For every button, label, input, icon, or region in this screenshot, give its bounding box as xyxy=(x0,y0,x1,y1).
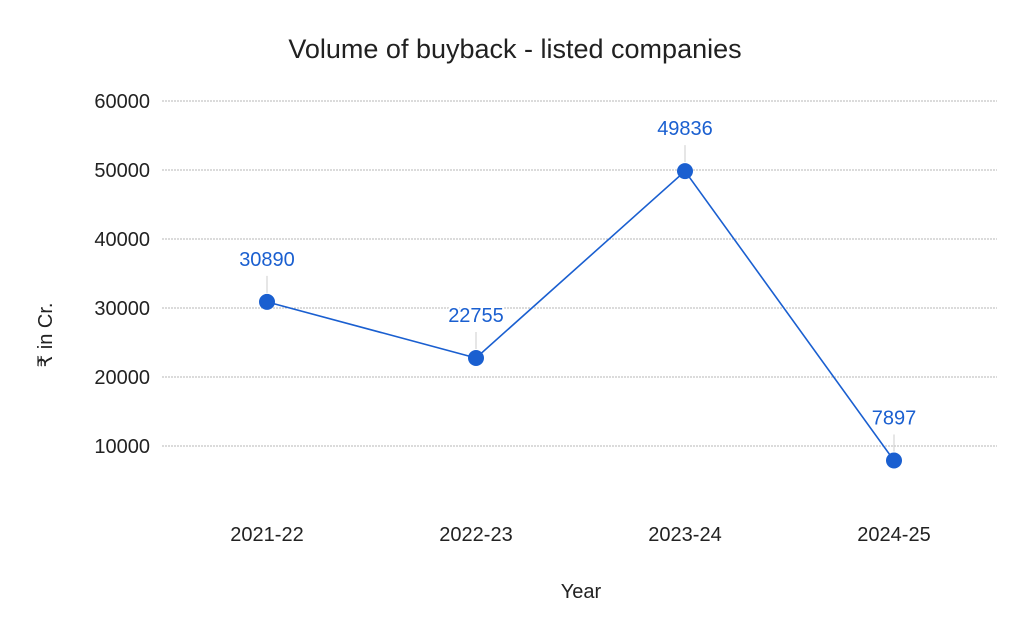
y-tick-label: 30000 xyxy=(94,298,150,320)
x-axis-title: Year xyxy=(561,581,602,603)
series-group xyxy=(259,163,902,469)
y-tick-label: 10000 xyxy=(94,436,150,458)
data-label: 22755 xyxy=(448,305,504,327)
x-axis-ticks: 2021-22 2022-23 2023-24 2024-25 xyxy=(230,524,930,546)
x-tick-label: 2021-22 xyxy=(230,524,303,546)
x-tick-label: 2024-25 xyxy=(857,524,930,546)
y-tick-label: 60000 xyxy=(94,91,150,113)
data-label: 7897 xyxy=(872,408,917,430)
data-point xyxy=(468,349,484,366)
y-axis-ticks: 10000 20000 30000 40000 50000 60000 xyxy=(94,91,150,458)
series-line xyxy=(266,169,895,461)
y-axis-title: ₹ in Cr. xyxy=(35,303,57,368)
data-label: 30890 xyxy=(239,249,295,271)
y-tick-label: 40000 xyxy=(94,229,150,251)
data-point xyxy=(886,452,902,469)
x-tick-label: 2023-24 xyxy=(648,524,721,546)
data-point xyxy=(259,293,275,310)
chart-title: Volume of buyback - listed companies xyxy=(288,34,741,64)
data-labels: 30890 22755 49836 7897 xyxy=(237,116,918,452)
gridlines xyxy=(162,100,997,447)
y-tick-label: 50000 xyxy=(94,160,150,182)
data-label: 49836 xyxy=(657,118,713,140)
x-tick-label: 2022-23 xyxy=(439,524,512,546)
y-tick-label: 20000 xyxy=(94,367,150,389)
data-point xyxy=(677,163,693,180)
